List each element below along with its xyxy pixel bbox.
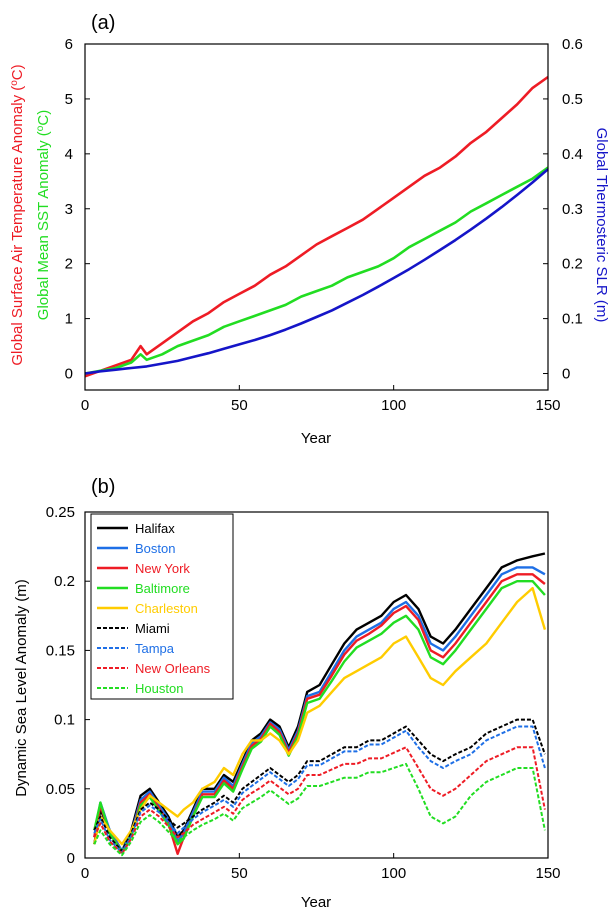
x-tick-label-b: 150 (535, 865, 560, 882)
legend-box (90, 513, 234, 700)
series-line-tampa (93, 725, 546, 854)
series-line-slr (84, 168, 549, 375)
series-b (93, 552, 547, 857)
x-axis-title-b: Year (301, 894, 331, 911)
left-tick-label: 0 (65, 366, 73, 383)
legend-label-new-orleans: New Orleans (135, 661, 211, 676)
left-axis-title-sst: Global Mean SST Anomaly (oC) (35, 110, 52, 320)
y-tick-label-b: 0.05 (46, 781, 75, 798)
x-tick-label-a: 50 (231, 397, 248, 414)
legend-label-charleston: Charleston (135, 601, 198, 616)
right-axis-title-slr: Global Thermosteric SLR (m) (593, 128, 609, 323)
legend-label-miami: Miami (135, 621, 170, 636)
x-tick-label-a: 100 (381, 397, 406, 414)
x-axis-ticks-a: 0 50 100 150 (81, 385, 561, 414)
left-axis-title-air-temperature: Global Surface Air Temperature Anomaly (… (9, 64, 26, 365)
x-tick-label-a: 150 (535, 397, 560, 414)
x-tick-label-b: 0 (81, 865, 89, 882)
y-tick-label-b: 0.1 (54, 712, 75, 729)
panel-b-chart: (b) Dynamic Sea Level Anomaly (m) 00.050… (13, 476, 561, 911)
right-tick-label: 0.3 (562, 201, 583, 218)
series-line-miami (93, 718, 546, 853)
panel-b-label: (b) (91, 476, 115, 498)
x-axis-ticks-b: 0 50 100 150 (81, 853, 561, 882)
series-line-air-temperature (84, 75, 549, 378)
left-tick-label: 4 (65, 146, 73, 163)
right-tick-label: 0.4 (562, 146, 583, 163)
legend-label-new-york: New York (135, 561, 190, 576)
panel-a-label: (a) (91, 12, 115, 34)
left-tick-label: 1 (65, 311, 73, 328)
right-tick-label: 0.5 (562, 91, 583, 108)
x-axis-title-a: Year (301, 430, 331, 447)
legend-label-halifax: Halifax (135, 521, 175, 536)
x-tick-label-b: 50 (231, 865, 248, 882)
right-tick-label: 0.2 (562, 256, 583, 273)
right-tick-label: 0 (562, 366, 570, 383)
panel-a-chart: (a) Global Surface Air Temperature Anoma… (9, 12, 609, 447)
plot-frame-a (84, 43, 549, 391)
legend-label-boston: Boston (135, 541, 175, 556)
x-tick-label-a: 0 (81, 397, 89, 414)
series-a (84, 75, 549, 378)
y-axis-ticks-b: 0 0.05 0.1 0.15 0.2 0.25 (46, 504, 90, 867)
series-line-houston (93, 762, 546, 857)
plot-frame-b (84, 511, 549, 859)
left-tick-label: 2 (65, 256, 73, 273)
left-tick-label: 5 (65, 91, 73, 108)
left-tick-label: 6 (65, 36, 73, 53)
left-axis-ticks: 0 1 2 3 4 5 6 (65, 36, 90, 383)
y-tick-label-b: 0 (67, 850, 75, 867)
right-tick-label: 0.1 (562, 311, 583, 328)
y-tick-label-b: 0.25 (46, 504, 75, 521)
y-tick-label-b: 0.15 (46, 642, 75, 659)
x-tick-label-b: 100 (381, 865, 406, 882)
series-line-charleston (93, 586, 547, 846)
y-axis-title-b: Dynamic Sea Level Anomaly (m) (13, 579, 30, 797)
legend-label-tampa: Tampa (135, 641, 175, 656)
right-axis-ticks: 0 0.1 0.2 0.3 0.4 0.5 0.6 (543, 36, 583, 383)
series-line-new-orleans (93, 746, 546, 855)
right-tick-label: 0.6 (562, 36, 583, 53)
legend: Halifax Boston New York Baltimore Charleston… (90, 513, 234, 700)
series-line-sst (84, 166, 549, 375)
y-tick-label-b: 0.2 (54, 573, 75, 590)
legend-label-houston: Houston (135, 681, 183, 696)
left-tick-label: 3 (65, 201, 73, 218)
legend-label-baltimore: Baltimore (135, 581, 190, 596)
